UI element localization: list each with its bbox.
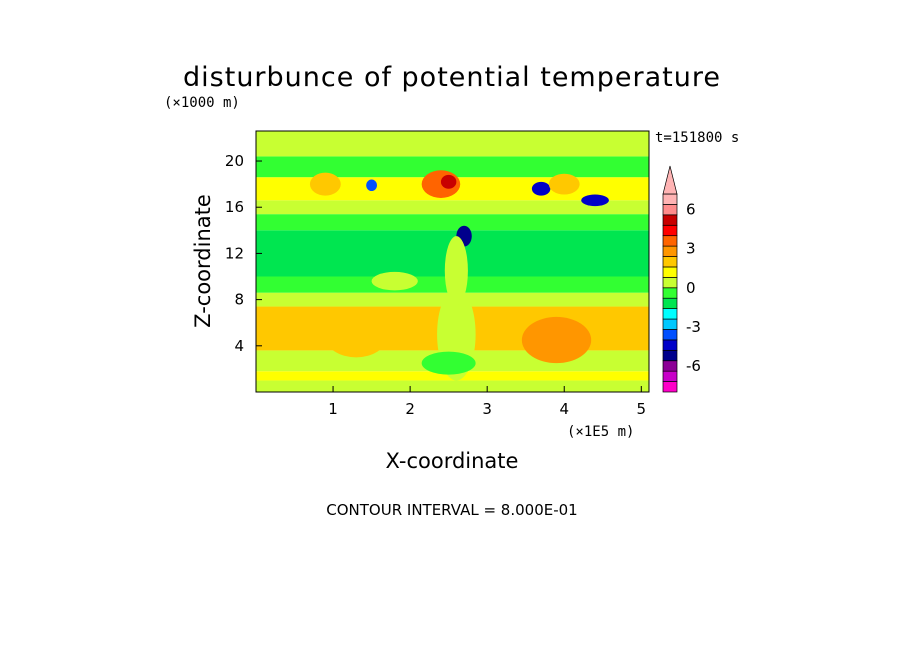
colorbar-segment (662, 214, 678, 226)
colorbar-tick-label: 0 (686, 279, 696, 297)
colorbar-segment (662, 297, 678, 309)
y-tick-label: 8 (234, 291, 244, 309)
x-unit-label: (×1E5 m) (567, 424, 634, 440)
contour-feature-11 (444, 236, 468, 306)
colorbar-segment (662, 235, 678, 247)
colorbar-segment (662, 245, 678, 257)
contour-feature-6 (548, 173, 580, 195)
contour-feature-2 (366, 179, 377, 192)
chart-title: disturbunce of potential temperature (183, 62, 721, 93)
contour-band-11 (256, 131, 649, 157)
colorbar-segment (662, 277, 678, 289)
colorbar-segment (662, 329, 678, 341)
contour-feature-4 (581, 194, 609, 207)
x-axis-ticks: 1 2 3 4 5 (328, 386, 646, 418)
x-tick-label: 2 (405, 400, 415, 418)
contour-feature-3 (531, 181, 551, 196)
colorbar-segment (662, 308, 678, 320)
y-unit-label: (×1000 m) (164, 95, 240, 111)
contour-feature-7 (309, 172, 341, 196)
x-tick-label: 3 (482, 400, 492, 418)
contour-feature-12 (371, 271, 418, 291)
x-tick-label: 5 (637, 400, 647, 418)
colorbar-tick-label: -3 (686, 318, 701, 336)
contour-feature-8 (325, 315, 388, 358)
x-tick-label: 4 (559, 400, 569, 418)
colorbar-segment (662, 193, 678, 205)
colorbar-segment (662, 256, 678, 268)
colorbar-tick-label: -6 (686, 357, 701, 375)
contour-field (256, 131, 649, 392)
colorbar: -6 -3 0 3 6 (662, 165, 701, 393)
colorbar-segment (662, 370, 678, 382)
colorbar-tick-label: 3 (686, 240, 696, 258)
time-label: t=151800 s (655, 130, 739, 146)
colorbar-extend-arrow (662, 165, 678, 195)
contour-feature-13 (421, 351, 476, 375)
y-tick-label: 16 (225, 198, 244, 216)
contour-band-7 (256, 214, 649, 231)
colorbar-segment (662, 381, 678, 393)
colorbar-segment (662, 360, 678, 372)
y-axis-ticks: 4 8 12 16 20 (225, 152, 262, 355)
x-axis-label: X-coordinate (386, 449, 519, 473)
y-tick-label: 20 (225, 152, 244, 170)
colorbar-tick-label: 6 (686, 201, 696, 219)
colorbar-segment (662, 266, 678, 278)
y-tick-label: 4 (234, 337, 244, 355)
colorbar-segment (662, 339, 678, 351)
y-tick-label: 12 (225, 244, 244, 262)
colorbar-segment (662, 204, 678, 216)
contour-interval-label: CONTOUR INTERVAL = 8.000E-01 (326, 501, 577, 519)
colorbar-segment (662, 349, 678, 362)
colorbar-segment (662, 287, 678, 299)
plot-frame (255, 130, 650, 393)
x-tick-label: 1 (328, 400, 338, 418)
contour-band-8 (256, 200, 649, 215)
contour-band-0 (256, 380, 649, 392)
colorbar-segment (662, 318, 678, 330)
y-axis-label: Z-coordinate (191, 194, 215, 328)
contour-band-10 (256, 156, 649, 178)
contour-feature-9 (521, 316, 592, 364)
contour-feature-1 (440, 174, 457, 189)
colorbar-segment (662, 224, 678, 237)
